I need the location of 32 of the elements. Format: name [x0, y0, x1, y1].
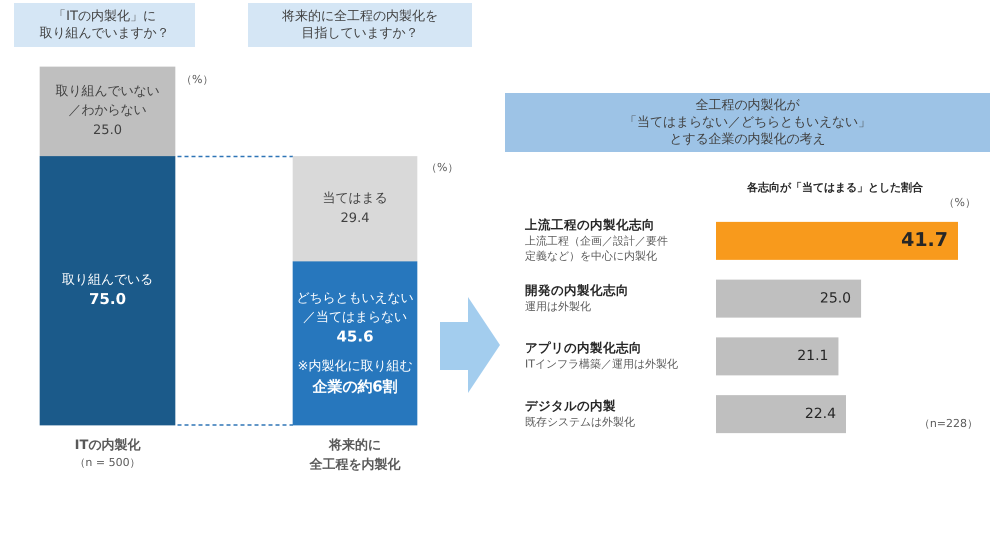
series-label: どちらともいえない／当てはまらない [296, 290, 414, 325]
x-tick-label: ITの内製化 [74, 438, 142, 454]
text: 将来的に全工程の内製化を目指していますか？ [282, 8, 438, 42]
text: （%） [944, 196, 976, 209]
bar [716, 395, 846, 434]
chart-title: 全工程の内製化が「当てはまらない／どちらともいえない」とする企業の内製化の考え [624, 97, 871, 148]
data-label: 21.1 [797, 348, 828, 364]
text: 「ITの内製化」に取り組んでいますか？ [40, 8, 170, 42]
x-tick-label: 将来的に全工程を内製化 [308, 438, 402, 473]
data-label: 25.0 [820, 290, 852, 306]
y-tick-label: デジタルの内製既存システムは外製化 [525, 398, 635, 428]
series-label: 当てはまる [322, 191, 388, 206]
annotation: （n=228） [918, 416, 978, 430]
data-label: 75.0 [88, 290, 126, 308]
data-label: 22.4 [804, 406, 836, 422]
bar [716, 337, 838, 376]
data-label: 25.0 [93, 123, 122, 138]
series-label: 取り組んでいる [62, 272, 153, 288]
bar [716, 280, 862, 318]
data-label: 41.7 [901, 228, 948, 251]
data-label: 45.6 [336, 327, 374, 346]
annotation: （%） [181, 72, 214, 86]
y-tick-label: 開発の内製化志向運用は外製化 [525, 282, 629, 313]
annotation: （%） [426, 160, 458, 174]
chart-subtitle: 各志向が「当てはまる」とした割合 [746, 180, 924, 195]
series-label: 取り組んでいない／わからない [56, 84, 160, 118]
y-tick-label: 上流工程の内製化志向上流工程（企画／設計／要件定義など）を中心に内製化 [524, 217, 668, 263]
text: （n = 500） [74, 456, 141, 469]
y-tick-label: アプリの内製化志向ITインフラ構築／運用は外製化 [525, 340, 678, 371]
annotation: ※内製化に取り組む企業の約6割 [298, 358, 412, 396]
data-label: 29.4 [340, 211, 370, 226]
bar [716, 222, 958, 260]
